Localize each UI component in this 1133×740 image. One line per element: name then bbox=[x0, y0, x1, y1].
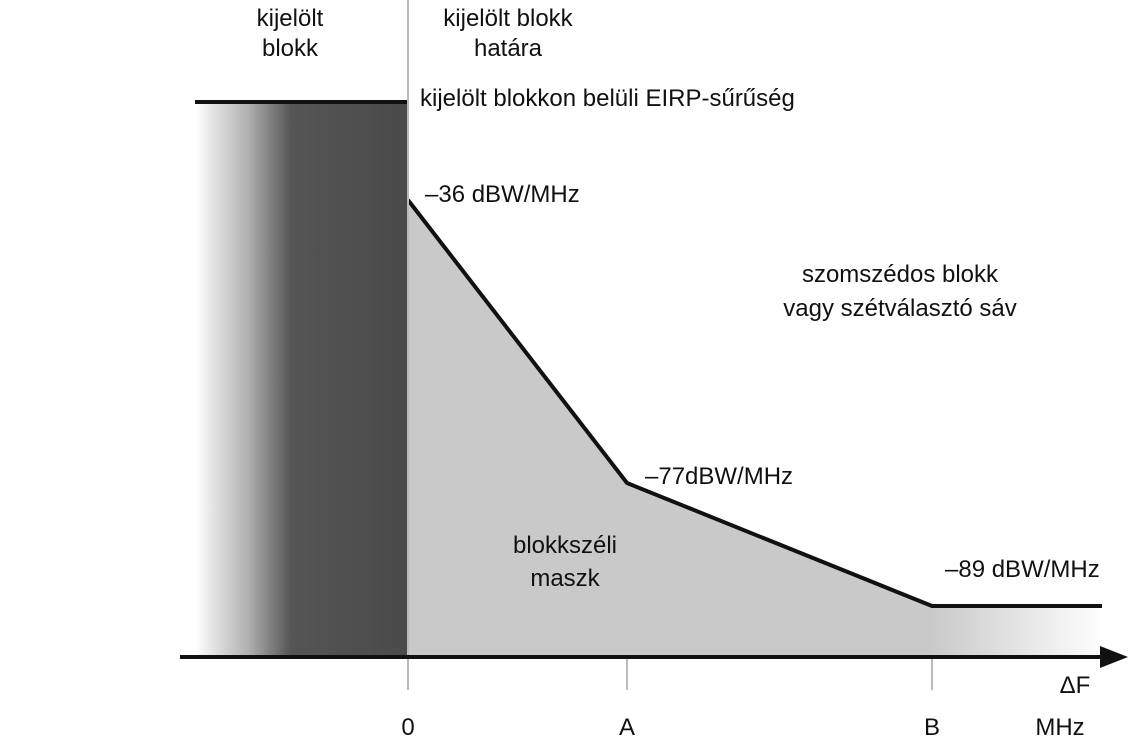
selected-block bbox=[195, 102, 408, 657]
axis-unit: MHz bbox=[1035, 714, 1084, 740]
mask-line bbox=[406, 198, 1102, 608]
header-left: kijelölt bbox=[257, 5, 324, 32]
eirp-label: kijelölt blokkon belüli EIRP-sűrűség bbox=[420, 85, 795, 112]
level-label: –77dBW/MHz bbox=[645, 463, 793, 490]
header-right: határa bbox=[474, 35, 543, 62]
level-label: –36 dBW/MHz bbox=[425, 181, 580, 208]
axis-arrow bbox=[1100, 646, 1128, 668]
level-label: –89 dBW/MHz bbox=[945, 556, 1100, 583]
mask-label: maszk bbox=[530, 565, 600, 592]
header-left: blokk bbox=[262, 35, 319, 62]
adjacent-label: vagy szétválasztó sáv bbox=[783, 295, 1016, 322]
tick-label: B bbox=[924, 714, 940, 740]
tick-label: A bbox=[619, 714, 635, 740]
adjacent-label: szomszédos blokk bbox=[802, 261, 999, 288]
axis-label: ΔF bbox=[1060, 672, 1091, 699]
mask-area-solid bbox=[408, 200, 932, 657]
header-right: kijelölt blokk bbox=[443, 5, 573, 32]
tick-label: 0 bbox=[401, 714, 414, 740]
mask-label: blokkszéli bbox=[513, 532, 617, 559]
